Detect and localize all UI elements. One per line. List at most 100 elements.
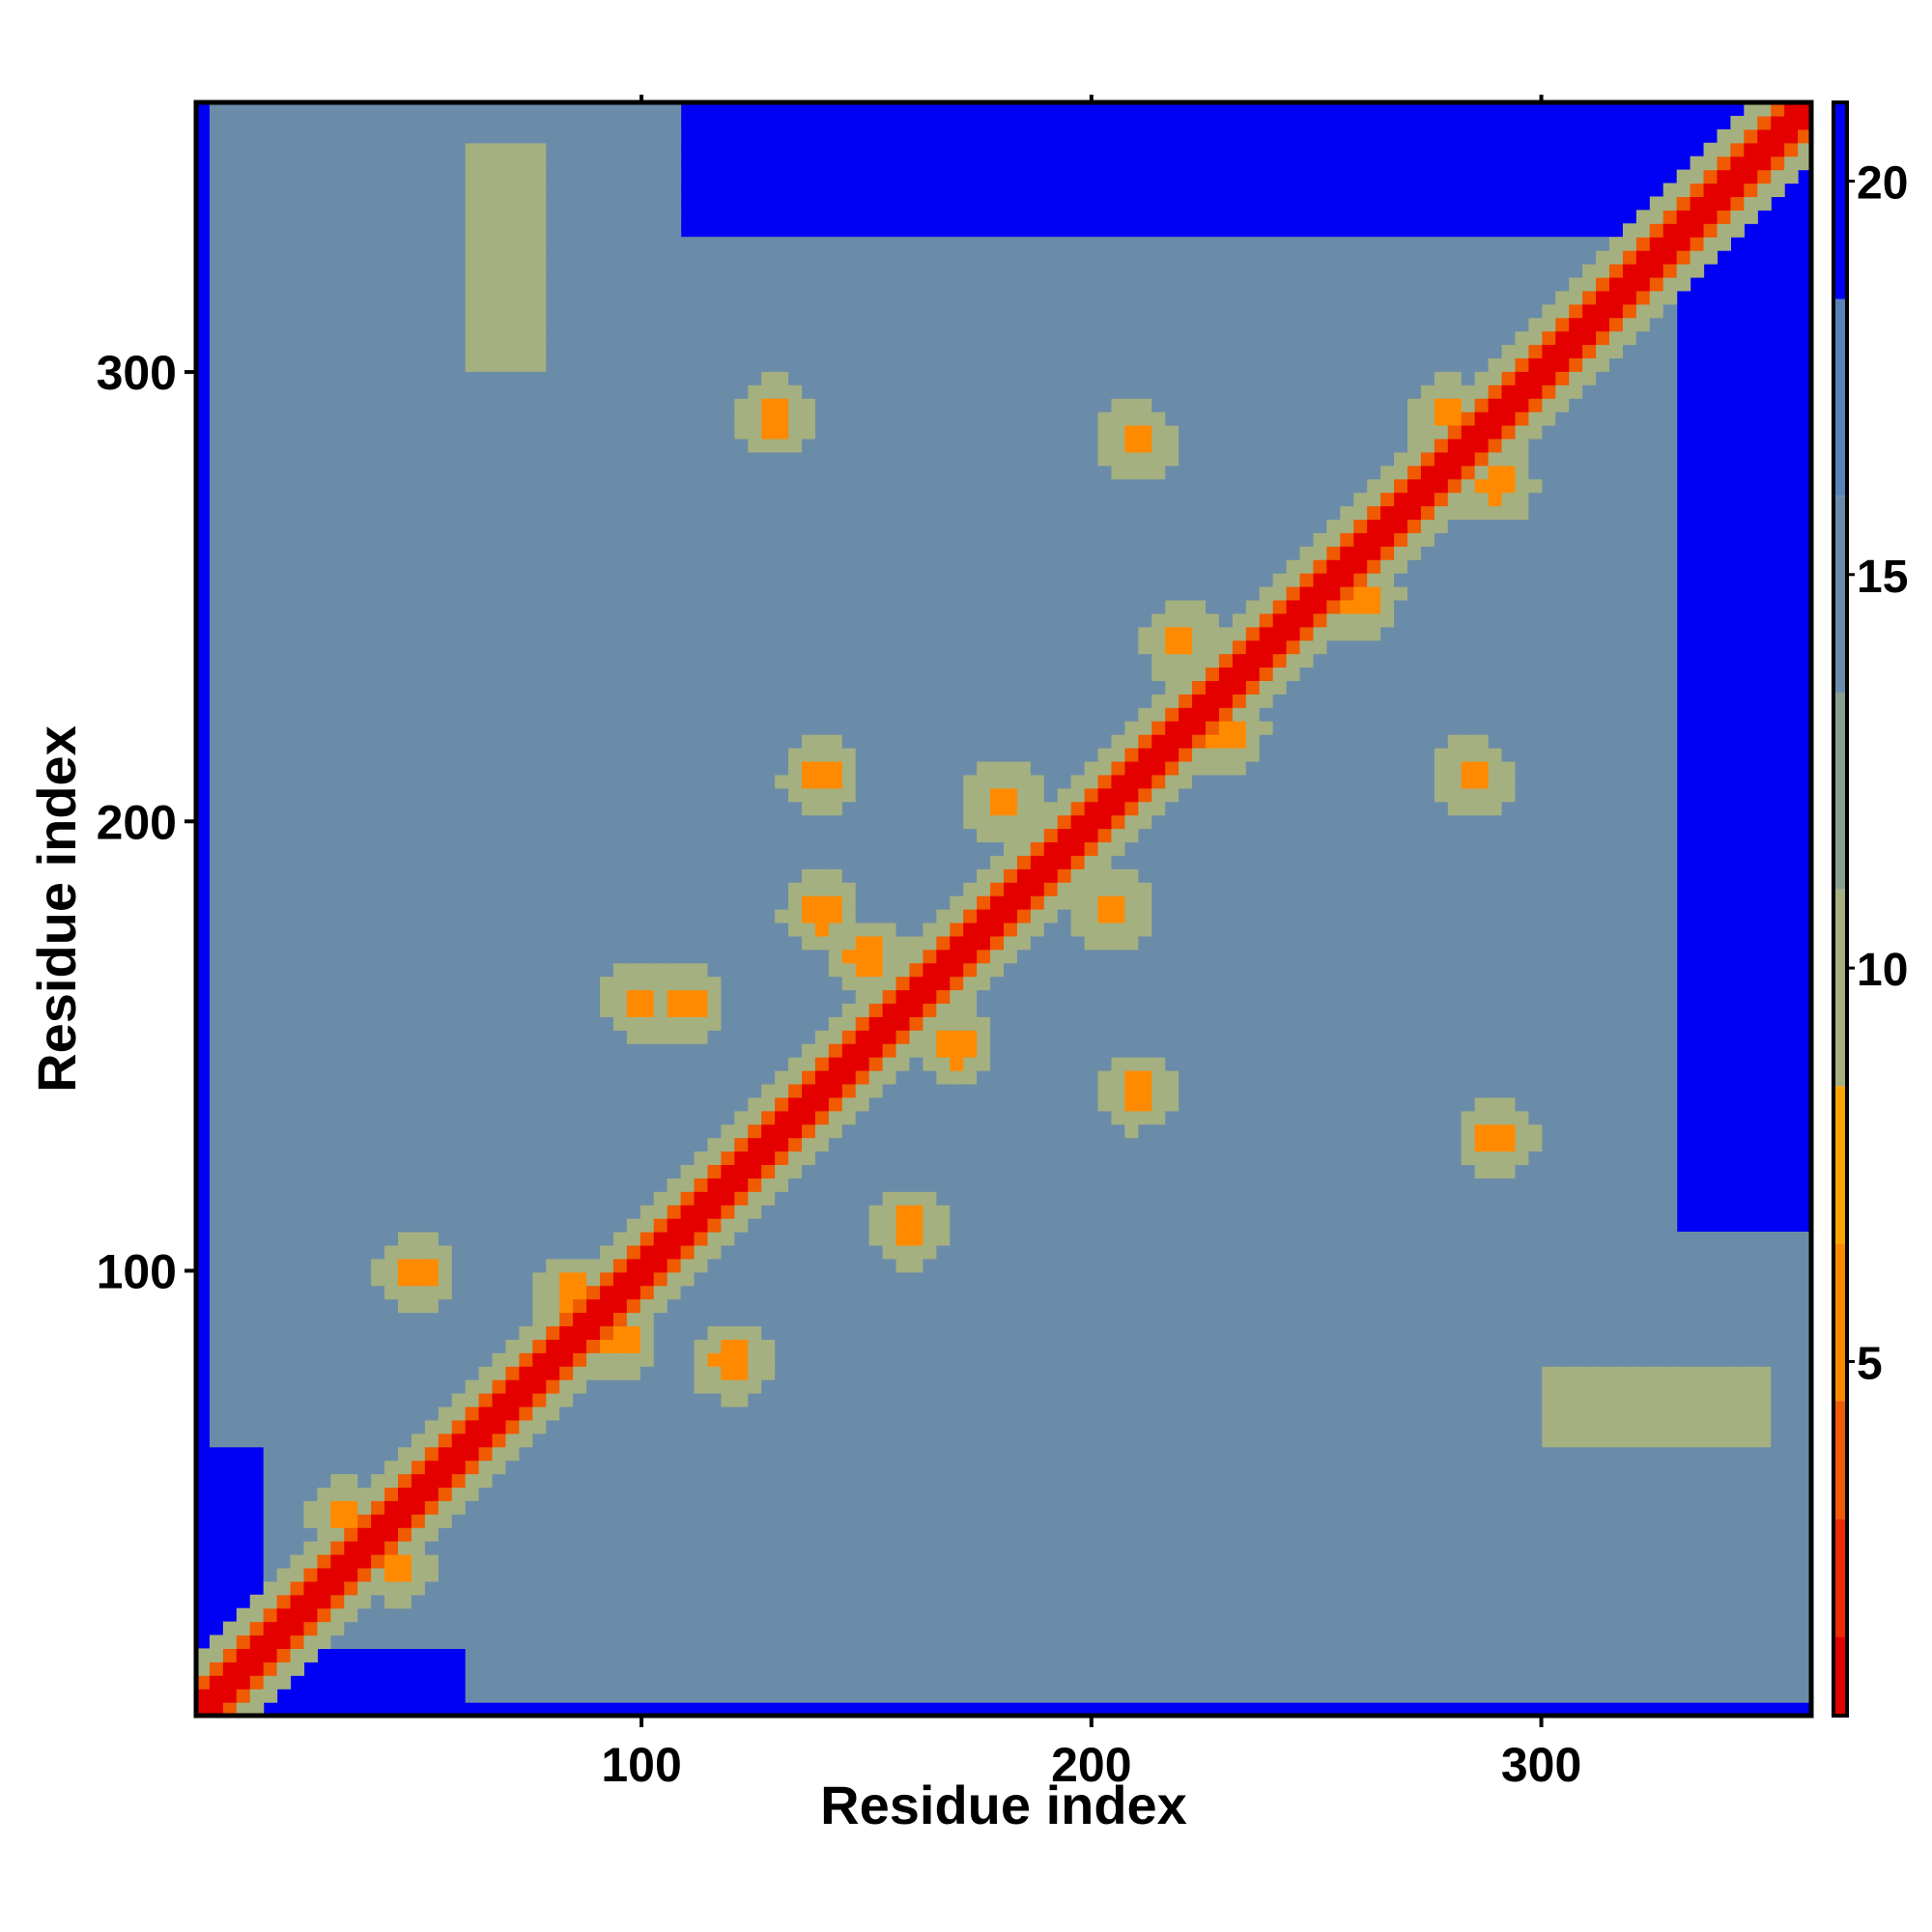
heatmap-cell (263, 1634, 278, 1650)
heatmap-cell (667, 317, 682, 332)
heatmap-cell (586, 1016, 601, 1031)
heatmap-cell (303, 425, 318, 440)
heatmap-cell (667, 1271, 682, 1287)
heatmap-cell (639, 1271, 655, 1287)
heatmap-cell (290, 841, 305, 856)
heatmap-cell (761, 599, 776, 614)
heatmap-cell (667, 532, 682, 547)
heatmap-cell (586, 976, 601, 991)
heatmap-cell (371, 1339, 385, 1353)
heatmap-cell (276, 1164, 292, 1179)
heatmap-cell (639, 1514, 655, 1528)
heatmap-cell (626, 1554, 641, 1569)
heatmap-cell (761, 1500, 776, 1515)
heatmap-cell (411, 478, 426, 494)
heatmap-cell (761, 412, 776, 426)
heatmap-cell (478, 868, 494, 883)
heatmap-cell (600, 1325, 614, 1340)
heatmap-cell (371, 1393, 385, 1407)
heatmap-cell (330, 586, 345, 601)
heatmap-cell (424, 1419, 440, 1435)
heatmap-cell (276, 1648, 292, 1662)
heatmap-cell (694, 1043, 709, 1058)
heatmap-cell (424, 801, 440, 816)
heatmap-cell (761, 1244, 776, 1260)
heatmap-cell (694, 1083, 709, 1098)
heatmap-cell (303, 1580, 318, 1596)
heatmap-cell (465, 1379, 480, 1394)
heatmap-cell (236, 586, 251, 601)
heatmap-cell (748, 451, 762, 467)
heatmap-cell (357, 1096, 372, 1112)
heatmap-cell (612, 1607, 628, 1623)
heatmap-cell (559, 371, 574, 385)
heatmap-cell (209, 1016, 224, 1031)
heatmap-cell (411, 922, 426, 937)
heatmap-cell (775, 1030, 789, 1044)
heatmap-cell (546, 639, 560, 655)
heatmap-cell (626, 465, 641, 480)
heatmap-cell (639, 935, 655, 951)
heatmap-cell (721, 371, 735, 385)
heatmap-cell (276, 787, 292, 803)
heatmap-cell (290, 425, 305, 440)
heatmap-cell (667, 1218, 682, 1233)
heatmap-cell (236, 451, 251, 467)
heatmap-cell (222, 371, 238, 385)
heatmap-cell (465, 748, 480, 762)
heatmap-cell (626, 425, 641, 440)
heatmap-cell (492, 1662, 507, 1676)
heatmap-cell (667, 1621, 682, 1636)
heatmap-cell (707, 492, 722, 507)
heatmap-cell (263, 412, 278, 426)
heatmap-cell (371, 707, 385, 722)
heatmap-cell (694, 1339, 709, 1353)
heatmap-cell (559, 1096, 574, 1112)
heatmap-cell (209, 855, 224, 869)
heatmap-cell (209, 1110, 224, 1125)
heatmap-cell (626, 371, 641, 385)
heatmap-cell (424, 855, 440, 869)
heatmap-cell (559, 1460, 574, 1475)
heatmap-cell (734, 1285, 749, 1300)
heatmap-cell (465, 935, 480, 951)
heatmap-cell (653, 1083, 668, 1098)
heatmap-cell (519, 1232, 533, 1246)
heatmap-cell (222, 1419, 238, 1435)
heatmap-cell (424, 882, 440, 896)
heatmap-cell (612, 1541, 628, 1555)
heatmap-cell (357, 801, 372, 816)
heatmap-cell (276, 344, 292, 359)
heatmap-cell (505, 1298, 520, 1314)
heatmap-cell (667, 1244, 682, 1260)
heatmap-cell (505, 559, 520, 574)
heatmap-cell (371, 196, 385, 211)
heatmap-cell (344, 183, 358, 198)
heatmap-cell (492, 814, 507, 830)
heatmap-cell (451, 1232, 467, 1246)
heatmap-cell (317, 1070, 331, 1085)
heatmap-cell (532, 1607, 547, 1623)
heatmap-cell (680, 357, 696, 372)
heatmap-cell (276, 586, 292, 601)
heatmap-cell (707, 1096, 722, 1112)
heatmap-cell (263, 1043, 278, 1058)
heatmap-cell (626, 1446, 641, 1462)
heatmap-cell (236, 156, 251, 171)
heatmap-cell (465, 1083, 480, 1098)
heatmap-cell (600, 1016, 614, 1031)
heatmap-cell (626, 1352, 641, 1367)
heatmap-cell (612, 1527, 628, 1542)
heatmap-cell (357, 1258, 372, 1273)
heatmap-cell (303, 1446, 318, 1462)
heatmap-cell (532, 841, 547, 856)
heatmap-cell (411, 1057, 426, 1071)
heatmap-cell (344, 196, 358, 211)
heatmap-cell (451, 1258, 467, 1273)
heatmap-cell (492, 639, 507, 655)
heatmap-cell (626, 1621, 641, 1636)
heatmap-cell (573, 384, 587, 399)
heatmap-cell (276, 1016, 292, 1031)
heatmap-cell (398, 667, 412, 682)
heatmap-cell (492, 680, 507, 695)
